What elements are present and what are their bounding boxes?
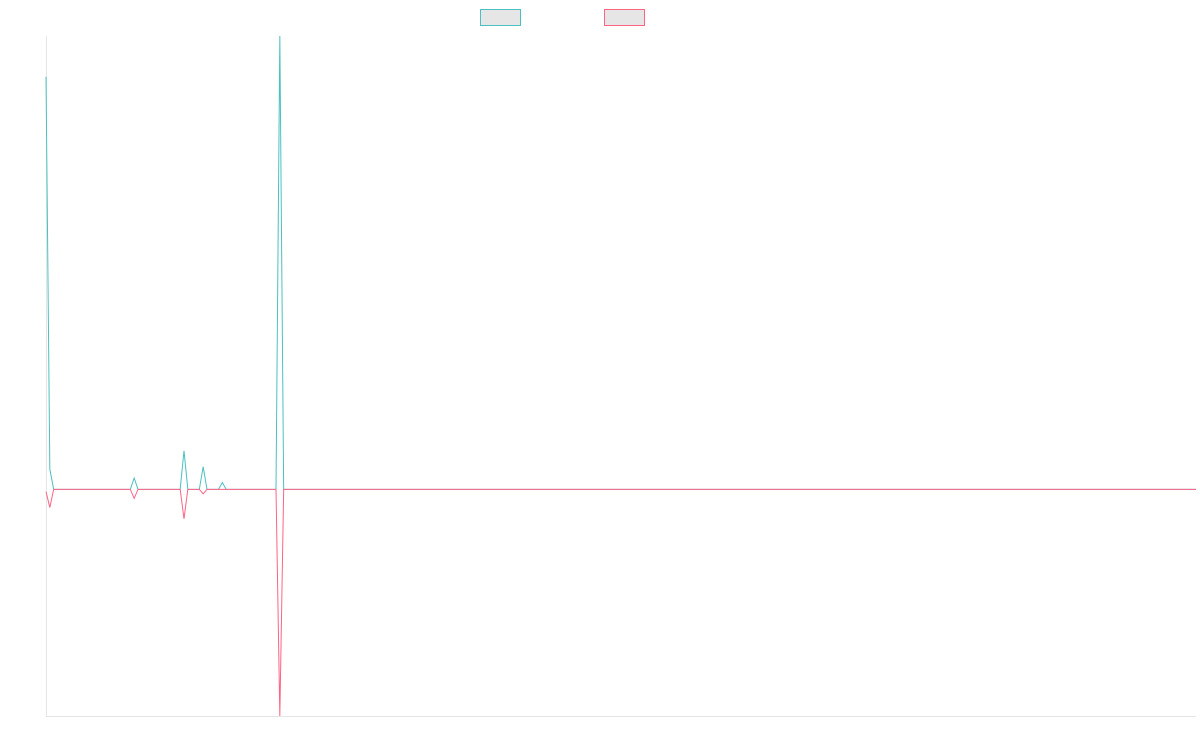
series-line-2	[45, 488, 1196, 717]
series-line-1	[45, 35, 1196, 490]
legend	[480, 9, 645, 26]
legend-swatch-series-1	[480, 9, 521, 26]
legend-item-series-2[interactable]	[604, 9, 645, 26]
legend-item-series-1[interactable]	[480, 9, 521, 26]
axes	[46, 36, 1196, 717]
legend-swatch-series-2	[604, 9, 645, 26]
plot-area	[45, 35, 1196, 717]
